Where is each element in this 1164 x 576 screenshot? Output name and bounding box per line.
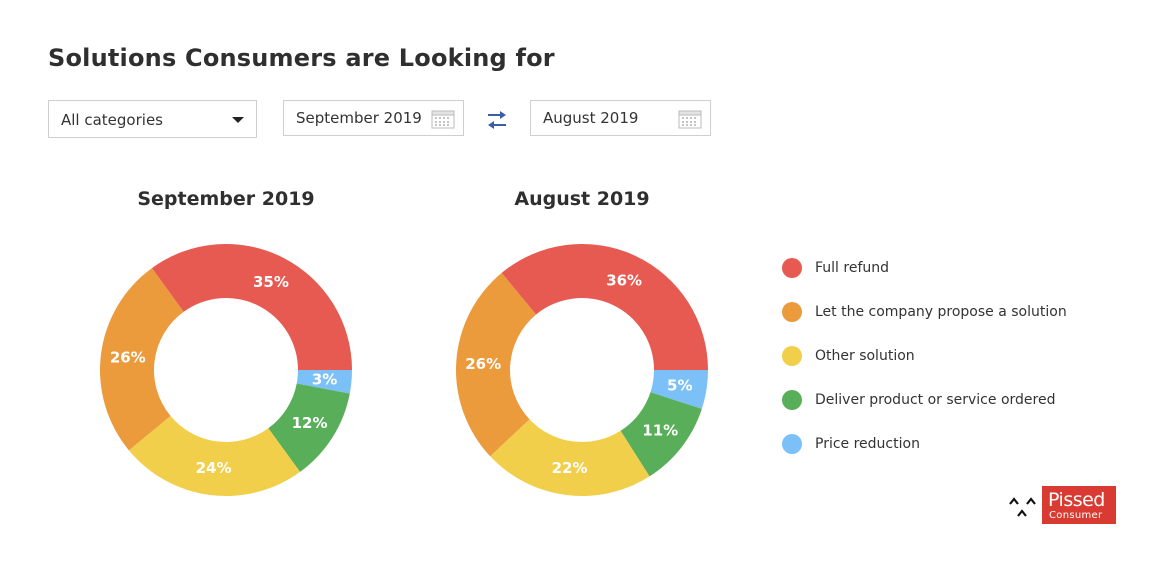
donut-slice-deliver-product-or-service-ordered[interactable]	[620, 392, 702, 477]
calendar-icon[interactable]	[678, 109, 702, 129]
legend-label: Deliver product or service ordered	[815, 392, 1056, 408]
logo-badge: Pissed Consumer	[1042, 486, 1116, 524]
logo-main-text: Pissed	[1048, 489, 1105, 511]
donut-slice-let-the-company-propose-a-solution[interactable]	[456, 272, 537, 457]
slice-label-other-solution: 22%	[552, 459, 588, 477]
legend-swatch	[782, 258, 802, 278]
slice-label-deliver-product-or-service-ordered: 11%	[642, 422, 678, 440]
donut-slice-price-reduction[interactable]	[650, 370, 708, 409]
donut-slice-deliver-product-or-service-ordered[interactable]	[268, 383, 350, 472]
legend-label: Let the company propose a solution	[815, 304, 1067, 320]
legend-label: Full refund	[815, 260, 890, 276]
date-to-picker[interactable]: August 2019	[530, 100, 711, 136]
legend-label: Other solution	[815, 348, 915, 364]
legend-swatch	[782, 302, 802, 322]
face-icon	[1009, 497, 1036, 517]
slice-label-price-reduction: 5%	[667, 376, 692, 394]
donut-slice-full-refund[interactable]	[151, 244, 352, 370]
donut-slice-other-solution[interactable]	[128, 415, 301, 497]
donut-chart-september: 3% 12% 24% 26% 35%	[100, 244, 352, 497]
legend-swatch	[782, 346, 802, 366]
category-select[interactable]: All categories	[48, 100, 257, 138]
legend-swatch	[782, 434, 802, 454]
slice-label-full-refund: 36%	[606, 271, 642, 289]
legend-swatch	[782, 390, 802, 410]
slice-label-let-the-company-propose-a-solution: 26%	[465, 355, 501, 373]
slice-label-price-reduction: 3%	[312, 370, 337, 388]
donut-chart-august: 5% 11% 22% 26% 36%	[456, 243, 708, 496]
donut-slice-let-the-company-propose-a-solution[interactable]	[100, 268, 184, 451]
donut-slice-full-refund[interactable]	[501, 243, 708, 370]
page-title: Solutions Consumers are Looking for	[48, 44, 555, 72]
chart-title-august: August 2019	[514, 188, 650, 210]
date-to-value: August 2019	[543, 109, 639, 127]
donut-slice-other-solution[interactable]	[490, 419, 650, 496]
slice-label-let-the-company-propose-a-solution: 26%	[110, 349, 146, 367]
chart-title-september: September 2019	[137, 188, 315, 210]
slice-label-other-solution: 24%	[196, 459, 232, 477]
swap-dates-icon[interactable]	[485, 108, 509, 132]
slice-label-deliver-product-or-service-ordered: 12%	[292, 414, 328, 432]
logo-sub-text: Consumer	[1049, 510, 1103, 521]
date-from-value: September 2019	[296, 109, 422, 127]
legend-label: Price reduction	[815, 436, 920, 452]
calendar-icon[interactable]	[431, 109, 455, 129]
category-select-value: All categories	[61, 111, 163, 129]
donut-slice-price-reduction[interactable]	[296, 370, 352, 394]
chevron-down-icon	[232, 117, 244, 123]
date-from-picker[interactable]: September 2019	[283, 100, 464, 136]
slice-label-full-refund: 35%	[253, 273, 289, 291]
